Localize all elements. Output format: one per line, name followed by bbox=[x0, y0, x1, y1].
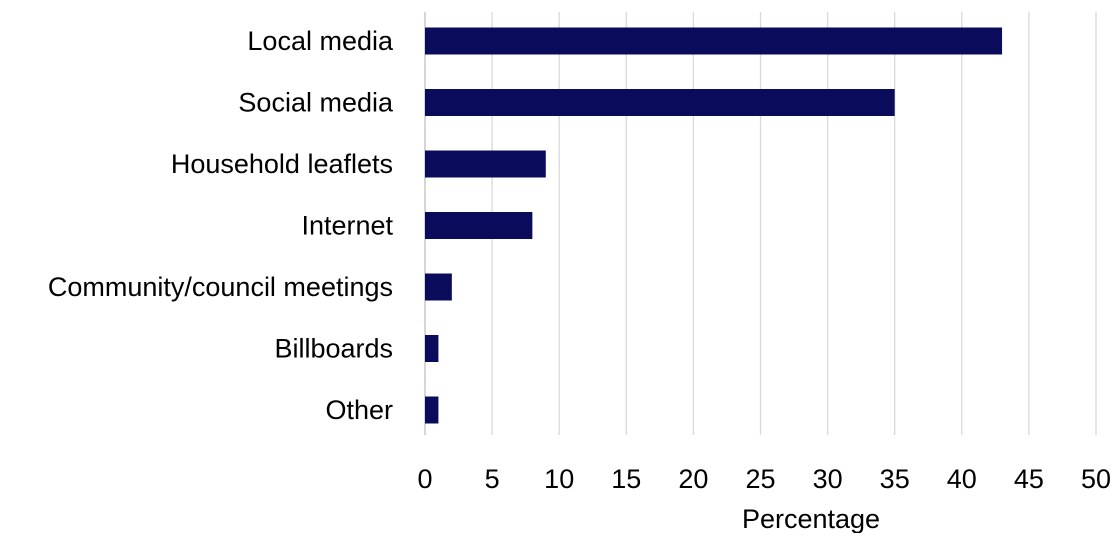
category-label: Household leaflets bbox=[171, 149, 393, 179]
category-label: Social media bbox=[238, 88, 394, 118]
x-tick-label: 45 bbox=[1014, 464, 1044, 494]
category-label: Community/council meetings bbox=[48, 272, 393, 302]
bars bbox=[425, 27, 1003, 424]
bar bbox=[425, 212, 533, 239]
x-tick-label: 10 bbox=[544, 464, 574, 494]
x-tick-labels: 0 5 10 15 20 25 30 35 40 45 50 bbox=[417, 464, 1111, 494]
bar bbox=[425, 273, 452, 301]
x-tick-label: 25 bbox=[745, 464, 775, 494]
x-tick-label: 20 bbox=[678, 464, 708, 494]
category-labels: Local media Social media Household leaflet… bbox=[48, 26, 394, 425]
bar bbox=[425, 396, 439, 424]
bar bbox=[425, 150, 546, 178]
x-tick-label: 50 bbox=[1081, 464, 1111, 494]
category-label: Local media bbox=[247, 26, 394, 56]
x-tick-label: 0 bbox=[417, 464, 432, 494]
category-label: Other bbox=[325, 395, 393, 425]
x-tick-label: 30 bbox=[813, 464, 843, 494]
bar bbox=[425, 89, 895, 116]
x-tick-label: 15 bbox=[611, 464, 641, 494]
bar bbox=[425, 27, 1003, 55]
gridlines bbox=[424, 12, 1097, 435]
x-tick-label: 35 bbox=[880, 464, 910, 494]
x-axis-title: Percentage bbox=[742, 504, 880, 533]
bar bbox=[425, 335, 439, 362]
x-tick-label: 40 bbox=[947, 464, 977, 494]
x-tick-label: 5 bbox=[485, 464, 500, 494]
category-label: Billboards bbox=[274, 334, 393, 364]
category-label: Internet bbox=[301, 211, 393, 241]
